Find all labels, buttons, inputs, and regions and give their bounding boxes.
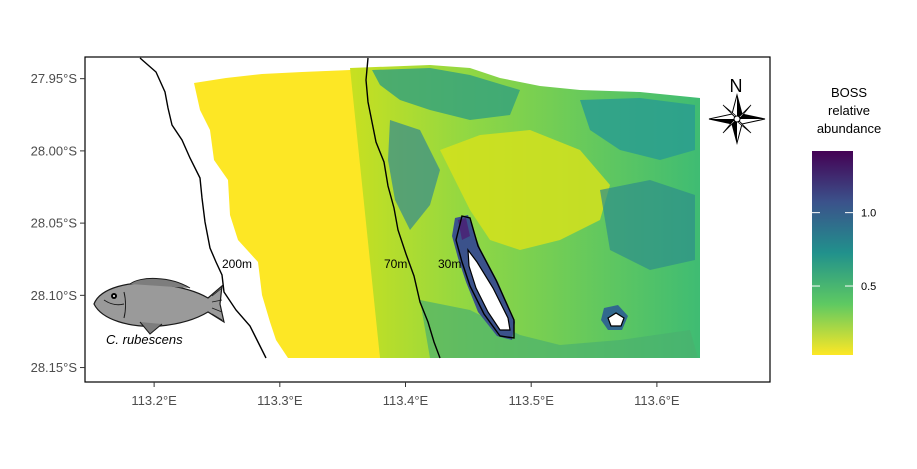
island-small [607,312,625,327]
contour-200m-line [139,57,267,359]
legend-title-line-3: abundance [817,121,881,136]
contour-30m-line [455,215,515,339]
legend: BOSS relative abundance 1.0 0.5 [812,85,881,355]
north-label: N [730,76,743,96]
y-tick-label: 28.05°S [31,216,78,231]
x-axis: 113.2°E 113.3°E 113.4°E 113.5°E 113.6°E [131,382,680,408]
map-panel-frame [84,56,771,383]
species-label: C. rubescens [106,332,183,347]
raster-patch-ne [580,98,695,160]
legend-title-line-1: BOSS [831,85,867,100]
fish-illustration [93,277,225,335]
x-tick-label: 113.4°E [383,393,429,408]
raster-patch-nw [372,68,520,120]
legend-ticks: 1.0 0.5 [812,208,876,293]
y-tick-label: 28.15°S [31,360,78,375]
contour-label-70m: 70m [384,257,407,271]
contour-70m-line [365,57,441,359]
y-tick-label: 28.00°S [31,143,78,158]
island-main [467,248,511,331]
legend-tick-label: 0.5 [861,281,876,293]
raster-reef-rim-peak [458,218,470,240]
contour-label-200m: 200m [222,257,252,271]
y-tick-label: 27.95°S [31,71,78,86]
x-tick-label: 113.5°E [508,393,554,408]
x-tick-label: 113.3°E [257,393,303,408]
raster-central-band [440,130,610,250]
north-arrow-icon [708,93,766,145]
x-tick-label: 113.6°E [634,393,680,408]
raster-patch-ridge [388,120,440,230]
raster-west-low-abundance [194,68,380,358]
y-axis: 27.95°S 28.00°S 28.05°S 28.10°S 28.15°S [31,71,85,375]
y-tick-label: 28.10°S [31,288,78,303]
legend-title-line-2: relative [828,103,870,118]
x-tick-label: 113.2°E [131,393,177,408]
raster-patch-east [600,180,695,270]
abundance-raster [139,57,700,359]
contour-label-30m: 30m [438,257,461,271]
legend-tick-label: 1.0 [861,208,876,220]
raster-patch-south [420,300,698,358]
legend-colorbar [812,151,853,355]
